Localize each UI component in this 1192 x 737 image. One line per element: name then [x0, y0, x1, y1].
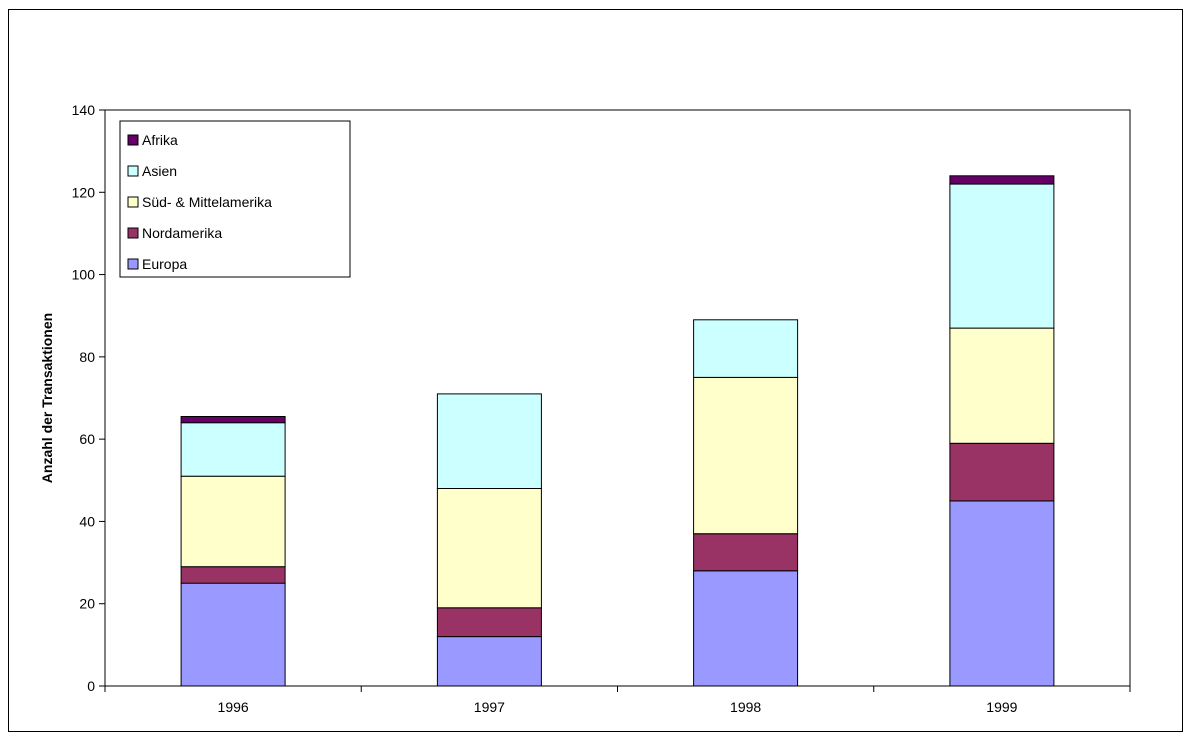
bar-asien-1998	[693, 319, 799, 378]
legend-label-asien: Asien	[142, 163, 177, 179]
legend-swatch-afrika	[127, 134, 139, 146]
y-axis-label: Anzahl der Transaktionen	[39, 313, 55, 483]
bar-europa-1996	[180, 582, 286, 687]
bar-asien-1996	[180, 422, 286, 477]
bar-afrika-1999	[949, 175, 1055, 185]
y-tick-label: 100	[72, 267, 96, 283]
y-tick-label: 20	[79, 596, 95, 612]
y-tick-label: 0	[87, 678, 95, 694]
y-tick-label: 80	[79, 349, 95, 365]
x-tick-label-1999: 1999	[986, 699, 1017, 715]
bar-nordamerika-1999	[949, 442, 1055, 502]
legend-swatch-s-d-mittelamerika	[127, 196, 139, 208]
legend-swatch-europa	[127, 258, 139, 270]
y-tick-label: 120	[72, 184, 96, 200]
x-tick-label-1996: 1996	[218, 699, 249, 715]
bar-s-d-mittelamerika-1997	[436, 488, 542, 609]
bar-europa-1997	[436, 636, 542, 687]
y-tick-label: 140	[72, 102, 96, 118]
legend-box	[119, 120, 351, 278]
x-tick-label-1997: 1997	[474, 699, 505, 715]
bar-nordamerika-1997	[436, 607, 542, 638]
y-tick-label: 40	[79, 513, 95, 529]
bar-nordamerika-1998	[693, 533, 799, 572]
bar-s-d-mittelamerika-1996	[180, 475, 286, 568]
bar-s-d-mittelamerika-1999	[949, 327, 1055, 444]
y-tick-label: 60	[79, 431, 95, 447]
legend-swatch-nordamerika	[127, 227, 139, 239]
bar-nordamerika-1996	[180, 566, 286, 584]
legend-label-afrika: Afrika	[142, 132, 178, 148]
legend-swatch-asien	[127, 165, 139, 177]
bar-asien-1997	[436, 393, 542, 489]
bar-europa-1999	[949, 500, 1055, 687]
legend-label-europa: Europa	[142, 256, 187, 272]
bar-s-d-mittelamerika-1998	[693, 376, 799, 535]
x-tick-label-1998: 1998	[730, 699, 761, 715]
legend-label-s-d-mittelamerika: Süd- & Mittelamerika	[142, 194, 272, 210]
bar-europa-1998	[693, 570, 799, 687]
legend-label-nordamerika: Nordamerika	[142, 225, 222, 241]
bar-afrika-1996	[180, 416, 286, 424]
bar-asien-1999	[949, 183, 1055, 329]
